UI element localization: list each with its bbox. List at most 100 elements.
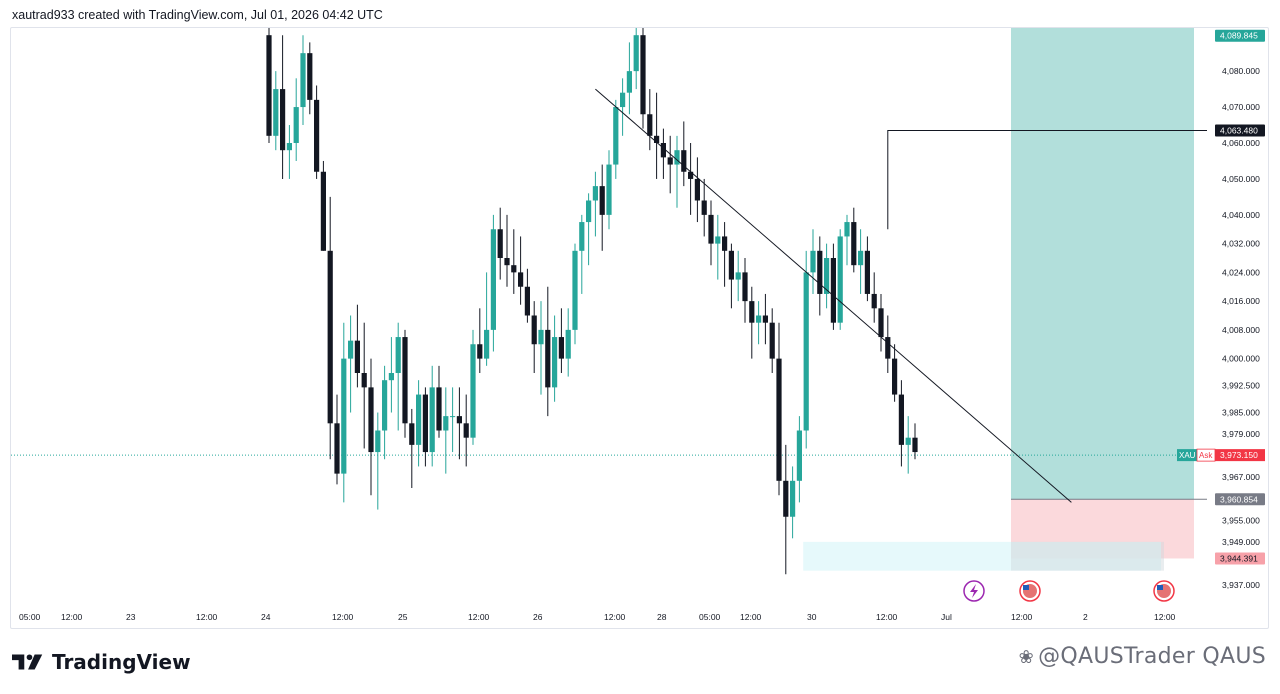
candle-body[interactable] [749,301,755,323]
candle-body[interactable] [382,380,388,431]
candle-body[interactable] [599,186,605,215]
candle-body[interactable] [660,143,666,158]
candle-body[interactable] [633,35,639,72]
candle-body[interactable] [796,430,802,481]
candle-body[interactable] [762,315,768,323]
candle-body[interactable] [776,358,782,481]
candle-body[interactable] [626,71,632,93]
candle-body[interactable] [565,329,571,359]
candle-body[interactable] [307,53,313,100]
candle-body[interactable] [674,150,680,165]
candle-body[interactable] [409,423,415,445]
candle-body[interactable] [286,143,292,151]
candle-body[interactable] [538,329,544,345]
demand-zone[interactable] [803,541,1161,571]
candle-body[interactable] [484,329,490,359]
candle-body[interactable] [715,236,721,244]
candle-body[interactable] [348,340,354,359]
candle-body[interactable] [463,423,469,438]
candle-body[interactable] [300,53,306,108]
candlestick-chart[interactable]: 4,080.000 4,070.000 4,060.000 4,050.000 4,04… [11,28,1270,630]
candle-body[interactable] [497,229,503,258]
candle-body[interactable] [871,293,877,309]
candle-body[interactable] [722,236,728,251]
candle-body[interactable] [375,430,381,453]
candle-body[interactable] [640,35,646,115]
candle-body[interactable] [892,358,898,395]
candle-body[interactable] [667,157,673,165]
candle-body[interactable] [783,480,789,517]
candle-body[interactable] [790,480,796,517]
candle-body[interactable] [388,373,394,381]
candle-body[interactable] [354,340,360,373]
candle-body[interactable] [654,135,660,143]
candle-body[interactable] [456,416,462,424]
candle-body[interactable] [742,272,748,302]
candle-body[interactable] [293,107,299,143]
chart-panel[interactable]: 4,080.000 4,070.000 4,060.000 4,050.000 4,04… [10,27,1269,629]
candle-body[interactable] [824,258,830,294]
candle-body[interactable] [579,222,585,251]
candle-body[interactable] [450,416,456,418]
candle-body[interactable] [803,272,809,431]
candle-body[interactable] [708,214,714,244]
candle-body[interactable] [620,92,626,108]
candle-body[interactable] [837,236,843,323]
candle-body[interactable] [368,387,374,453]
candle-body[interactable] [402,337,408,424]
candle-body[interactable] [511,265,517,273]
candle-body[interactable] [592,186,598,201]
candle-body[interactable] [572,250,578,330]
candle-body[interactable] [769,322,775,359]
candle-body[interactable] [518,272,524,287]
candle-body[interactable] [681,150,687,172]
candle-body[interactable] [858,250,864,266]
candle-body[interactable] [864,250,870,294]
candle-body[interactable] [586,200,592,223]
candle-body[interactable] [647,114,653,136]
candle-body[interactable] [443,416,449,431]
candle-body[interactable] [470,344,476,438]
candle-body[interactable] [477,344,483,359]
candle-body[interactable] [728,250,734,280]
candle-body[interactable] [341,358,347,474]
candle-body[interactable] [327,250,333,424]
candle-body[interactable] [688,171,694,179]
candle-body[interactable] [558,337,564,359]
candle-body[interactable] [280,89,286,151]
candle-body[interactable] [606,164,612,215]
candle-body[interactable] [817,250,823,294]
candle-body[interactable] [531,315,537,345]
candle-body[interactable] [422,394,428,453]
candle-body[interactable] [436,387,442,431]
candle-body[interactable] [545,329,551,388]
candle-body[interactable] [266,35,272,136]
candle-body[interactable] [314,99,320,172]
high-level-line[interactable] [887,129,1207,230]
candle-body[interactable] [273,89,279,136]
candle-body[interactable] [885,337,891,359]
candle-body[interactable] [694,178,700,201]
candle-body[interactable] [552,337,558,388]
candle-body[interactable] [912,437,918,453]
candle-body[interactable] [756,315,762,323]
candle-body[interactable] [490,229,496,330]
candle-body[interactable] [898,394,904,445]
candle-body[interactable] [735,272,741,280]
profit-zone[interactable] [1011,28,1194,500]
candle-body[interactable] [395,337,401,373]
candle-body[interactable] [878,308,884,338]
candle-body[interactable] [701,200,707,215]
candle-body[interactable] [844,222,850,237]
candle-body[interactable] [851,222,857,266]
candle-body[interactable] [905,437,911,445]
candle-body[interactable] [416,394,422,445]
candle-body[interactable] [810,250,816,273]
candle-body[interactable] [830,258,836,323]
trendline[interactable] [595,88,1072,503]
candle-body[interactable] [334,423,340,474]
candle-body[interactable] [320,171,326,251]
candle-body[interactable] [524,286,530,316]
candle-body[interactable] [429,387,435,453]
candle-body[interactable] [504,258,510,266]
